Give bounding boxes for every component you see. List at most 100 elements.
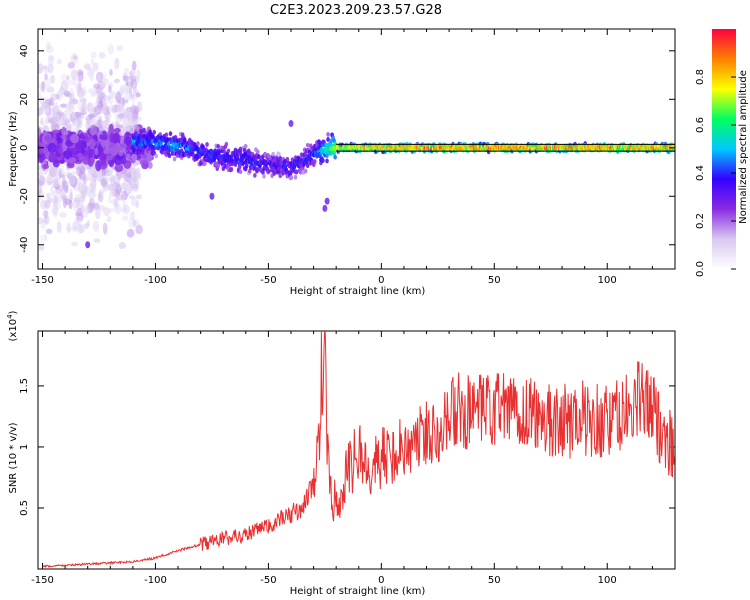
heatmap-cell bbox=[109, 104, 116, 111]
heatmap-cell bbox=[135, 76, 140, 83]
heatmap-cell bbox=[102, 223, 107, 228]
heatmap-cell bbox=[203, 161, 207, 167]
heatmap-cell bbox=[72, 119, 79, 127]
heatmap-cell bbox=[168, 131, 173, 137]
heatmap-cell bbox=[53, 178, 59, 186]
heatmap-cell bbox=[313, 159, 317, 164]
heatmap-xtick-label: -50 bbox=[260, 275, 276, 286]
heatmap-cell bbox=[324, 197, 330, 205]
snr-series-line bbox=[42, 331, 675, 569]
heatmap-cell bbox=[136, 126, 140, 131]
heatmap-cell bbox=[303, 168, 308, 174]
heatmap-cell bbox=[113, 146, 120, 155]
heatmap-cell bbox=[115, 124, 124, 129]
heatmap-cell bbox=[47, 63, 54, 74]
heatmap-cell bbox=[63, 149, 73, 160]
heatmap-cell bbox=[177, 137, 182, 143]
heatmap-cell bbox=[224, 141, 229, 147]
heatmap-cell bbox=[226, 148, 231, 154]
heatmap-xlabel: Height of straight line (km) bbox=[290, 286, 426, 297]
heatmap-cell bbox=[123, 204, 130, 215]
heatmap-cell bbox=[43, 233, 48, 242]
colorbar-bar bbox=[712, 29, 736, 269]
heatmap-cell bbox=[52, 107, 56, 120]
heatmap-cell bbox=[69, 188, 73, 199]
heatmap-cell bbox=[42, 209, 49, 218]
heatmap-cell bbox=[89, 192, 97, 198]
heatmap-cell bbox=[116, 113, 125, 119]
heatmap-cell bbox=[101, 119, 108, 129]
heatmap-ytick-label: -40 bbox=[19, 237, 30, 253]
heatmap-cell bbox=[106, 154, 114, 161]
heatmap-cell bbox=[53, 169, 60, 177]
heatmap-cell bbox=[79, 183, 86, 192]
heatmap-cell bbox=[135, 167, 141, 174]
heatmap-cell bbox=[74, 143, 84, 150]
heatmap-cell bbox=[94, 105, 102, 116]
heatmap-cell bbox=[325, 153, 329, 159]
heatmap-cell bbox=[89, 148, 97, 155]
heatmap-cell bbox=[292, 164, 297, 170]
heatmap-cell bbox=[329, 138, 333, 144]
heatmap-cell bbox=[38, 175, 46, 186]
heatmap-cell bbox=[73, 197, 80, 209]
heatmap-cell bbox=[85, 241, 91, 249]
heatmap-cell bbox=[40, 234, 44, 244]
heatmap-cell bbox=[99, 151, 104, 162]
heatmap-cell bbox=[257, 154, 261, 160]
heatmap-cell bbox=[40, 81, 46, 93]
heatmap-cell bbox=[68, 199, 73, 210]
heatmap-cell bbox=[38, 165, 42, 171]
heatmap-cell bbox=[42, 218, 50, 224]
heatmap-cell bbox=[68, 157, 77, 163]
figure-title: C2E3.2023.209.23.57.G28 bbox=[270, 3, 442, 18]
heatmap-cell bbox=[88, 68, 95, 77]
snr-ylabel: SNR (10 * v/v) bbox=[8, 422, 19, 493]
heatmap-cell bbox=[38, 244, 45, 251]
heatmap-cell bbox=[38, 82, 42, 89]
heatmap-cell bbox=[122, 117, 129, 128]
heatmap-cell bbox=[322, 204, 328, 212]
heatmap-cell bbox=[164, 132, 169, 138]
heatmap-cell bbox=[82, 206, 89, 219]
heatmap-cell bbox=[139, 129, 143, 135]
heatmap-cell bbox=[70, 69, 78, 81]
heatmap-cell bbox=[99, 160, 107, 170]
heatmap-xtick-label: -150 bbox=[31, 275, 54, 286]
heatmap-cell bbox=[54, 190, 62, 195]
heatmap-cell bbox=[56, 58, 62, 65]
heatmap-cell bbox=[109, 189, 116, 198]
heatmap-cell bbox=[152, 129, 157, 135]
heatmap-cell bbox=[209, 192, 215, 200]
heatmap-cell bbox=[116, 103, 124, 114]
heatmap-cell bbox=[108, 84, 112, 94]
heatmap-cell bbox=[54, 115, 62, 121]
heatmap-ytick-label: -20 bbox=[19, 188, 30, 204]
heatmap-cell bbox=[122, 75, 130, 82]
heatmap-cell bbox=[126, 228, 135, 238]
heatmap-cell bbox=[58, 119, 66, 125]
heatmap-cell bbox=[238, 146, 243, 152]
heatmap-cell bbox=[44, 134, 52, 143]
snr-ytick-label: 1.5 bbox=[19, 378, 30, 394]
heatmap-cell bbox=[70, 133, 80, 144]
heatmap-cell bbox=[52, 197, 58, 207]
heatmap-cell bbox=[154, 153, 159, 159]
heatmap-cell bbox=[114, 57, 120, 70]
heatmap-cell bbox=[38, 144, 44, 155]
heatmap-cell bbox=[89, 176, 94, 182]
snr-xtick-label: 50 bbox=[488, 575, 501, 586]
heatmap-cell bbox=[47, 142, 57, 154]
heatmap-cell bbox=[288, 120, 294, 128]
heatmap-cell bbox=[131, 60, 137, 71]
heatmap-cell bbox=[83, 85, 87, 96]
heatmap-cell bbox=[118, 241, 127, 249]
heatmap-cell bbox=[75, 215, 83, 224]
heatmap-cell bbox=[256, 149, 260, 155]
heatmap-cell bbox=[76, 69, 84, 76]
heatmap-cell bbox=[130, 107, 134, 119]
heatmap-cell bbox=[256, 167, 260, 172]
heatmap-cell bbox=[45, 228, 53, 235]
heatmap-cell bbox=[277, 152, 282, 157]
snr-panel: -150 -100 -50 0 50 100 0.5 1 1.5 Height of straig… bbox=[6, 310, 676, 597]
